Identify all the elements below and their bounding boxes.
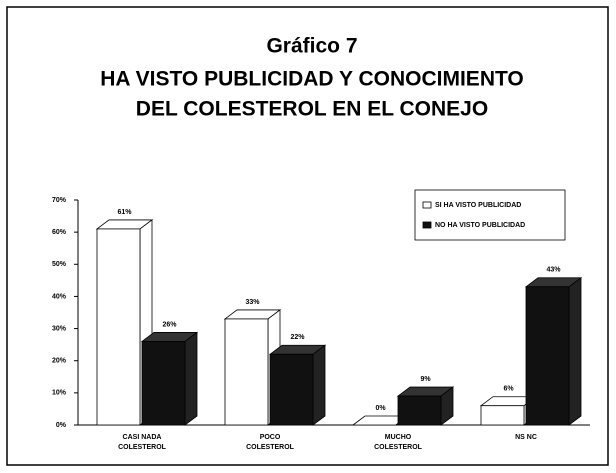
x-tick-label: COLESTEROL bbox=[246, 444, 295, 451]
bar bbox=[397, 395, 442, 426]
value-label: 33% bbox=[245, 299, 260, 306]
legend-label: SI HA VISTO PUBLICIDAD bbox=[435, 202, 521, 209]
bar bbox=[141, 341, 186, 426]
y-tick-label: 30% bbox=[52, 325, 67, 332]
value-label: 61% bbox=[117, 209, 132, 216]
bar bbox=[525, 286, 570, 426]
bar bbox=[269, 353, 314, 426]
x-tick-label: NS NC bbox=[515, 434, 537, 441]
chart-subtitle: HA VISTO PUBLICIDAD Y CONOCIMIENTO bbox=[100, 68, 524, 91]
bar bbox=[96, 228, 141, 426]
x-tick-label: CASI NADA bbox=[123, 434, 162, 441]
value-label: 0% bbox=[375, 405, 386, 412]
y-tick-label: 20% bbox=[52, 358, 67, 365]
legend-swatch bbox=[422, 221, 432, 229]
y-tick-label: 70% bbox=[52, 197, 67, 204]
legend-label: NO HA VISTO PUBLICIDAD bbox=[435, 222, 525, 229]
bar bbox=[224, 318, 269, 426]
value-label: 6% bbox=[503, 386, 514, 393]
legend-box bbox=[414, 189, 566, 241]
y-tick-label: 10% bbox=[52, 390, 67, 397]
chart-title: Gráfico 7 bbox=[266, 35, 357, 58]
bar bbox=[480, 405, 525, 426]
legend-swatch bbox=[422, 201, 432, 209]
value-label: 43% bbox=[546, 267, 561, 274]
value-label: 9% bbox=[420, 376, 431, 383]
y-tick-label: 0% bbox=[56, 422, 67, 429]
x-tick-label: MUCHO bbox=[385, 434, 412, 441]
x-tick-label: POCO bbox=[260, 434, 281, 441]
y-tick-label: 60% bbox=[52, 229, 67, 236]
bar-side bbox=[184, 331, 198, 426]
chart-subtitle: DEL COLESTEROL EN EL CONEJO bbox=[136, 98, 488, 121]
value-label: 26% bbox=[162, 321, 177, 328]
x-tick-label: COLESTEROL bbox=[118, 444, 167, 451]
bar-side bbox=[312, 344, 326, 426]
y-tick-label: 50% bbox=[52, 261, 67, 268]
value-label: 22% bbox=[290, 334, 305, 341]
x-tick-label: COLESTEROL bbox=[374, 444, 423, 451]
y-tick-label: 40% bbox=[52, 293, 67, 300]
bar-side bbox=[568, 276, 582, 426]
